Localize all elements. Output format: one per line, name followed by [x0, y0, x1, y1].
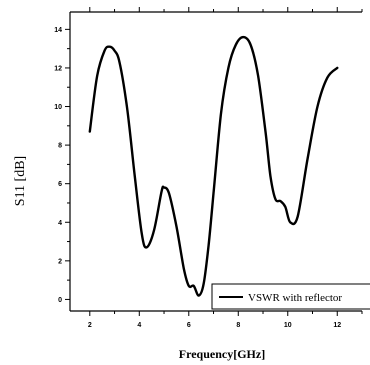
x-tick-label: 12 — [333, 322, 341, 329]
y-tick-label: 14 — [54, 27, 62, 34]
legend-box — [211, 283, 370, 310]
x-axis-ticks: 2 4 6 8 10 12 — [88, 7, 363, 329]
legend: VSWR with reflector — [211, 283, 370, 310]
x-tick-label: 2 — [88, 322, 92, 329]
y-tick-label: 12 — [54, 65, 62, 72]
y-tick-label: 8 — [58, 143, 62, 150]
legend-label: VSWR with reflector — [248, 292, 342, 304]
y-tick-label: 10 — [54, 104, 62, 111]
x-tick-label: 8 — [236, 322, 240, 329]
y-axis-title: S11 [dB] — [13, 156, 28, 206]
x-axis-title: Frequency[GHz] — [179, 347, 265, 361]
x-tick-label: 6 — [187, 322, 191, 329]
series-layer — [88, 35, 339, 297]
y-tick-label: 0 — [58, 297, 62, 304]
x-tick-label: 10 — [284, 322, 292, 329]
series-line-vswr — [88, 35, 339, 297]
y-axis-ticks: 0 2 4 6 8 10 12 14 — [54, 27, 70, 304]
y-tick-label: 4 — [58, 220, 62, 227]
x-tick-label: 4 — [137, 322, 141, 329]
y-tick-label: 6 — [58, 181, 62, 188]
y-tick-label: 2 — [58, 258, 62, 265]
